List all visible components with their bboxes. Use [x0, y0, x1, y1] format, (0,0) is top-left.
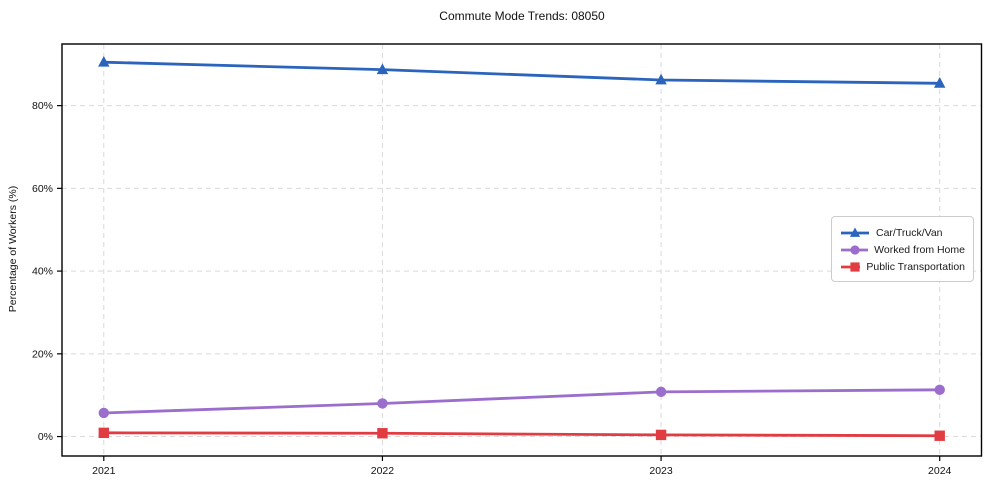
x-tick-label: 2021 — [92, 465, 116, 477]
data-point-marker — [655, 73, 667, 85]
y-tick-label: 0% — [38, 431, 53, 443]
plot-frame — [61, 43, 983, 457]
data-point-marker — [376, 63, 389, 75]
data-point-marker — [934, 384, 945, 396]
data-point-marker — [377, 428, 388, 439]
legend-label: Worked from Home — [874, 243, 965, 256]
x-tick-label: 2023 — [649, 465, 673, 477]
y-tick-label: 80% — [32, 100, 53, 112]
legend-item-public-transportation: Public Transportation — [840, 258, 965, 275]
chart-title: Commute Mode Trends: 08050 — [439, 9, 605, 23]
legend-marker-circle-icon — [841, 244, 869, 255]
data-point-marker — [850, 261, 860, 272]
legend-marker-square-icon — [841, 261, 861, 272]
y-tick-label: 40% — [32, 266, 53, 278]
data-point-marker — [933, 77, 946, 88]
y-tick-label: 60% — [32, 183, 53, 195]
data-point-marker — [655, 386, 667, 398]
legend-label: Public Transportation — [866, 260, 965, 273]
x-tick-label: 2022 — [371, 465, 395, 477]
y-tick-label: 20% — [32, 348, 53, 360]
data-point-marker — [849, 226, 861, 237]
legend-item-car-truck-van: Car/Truck/Van — [840, 224, 965, 241]
data-point-marker — [377, 398, 388, 409]
series-line-car-truck-van — [102, 60, 942, 85]
data-point-marker — [98, 55, 110, 67]
legend: Car/Truck/Van Worked from Home Public Tran… — [831, 216, 974, 282]
data-point-marker — [98, 427, 109, 439]
legend-marker-triangle-up-icon — [841, 226, 869, 237]
legend-label: Car/Truck/Van — [876, 226, 943, 239]
data-point-marker — [98, 407, 109, 419]
data-point-marker — [934, 430, 945, 441]
x-tick-label: 2024 — [928, 465, 952, 477]
data-point-marker — [850, 244, 860, 255]
series-line-worked-from-home — [102, 388, 942, 415]
data-point-marker — [655, 429, 667, 441]
legend-item-worked-from-home: Worked from Home — [840, 241, 965, 258]
series-line-public-transportation — [102, 431, 942, 438]
